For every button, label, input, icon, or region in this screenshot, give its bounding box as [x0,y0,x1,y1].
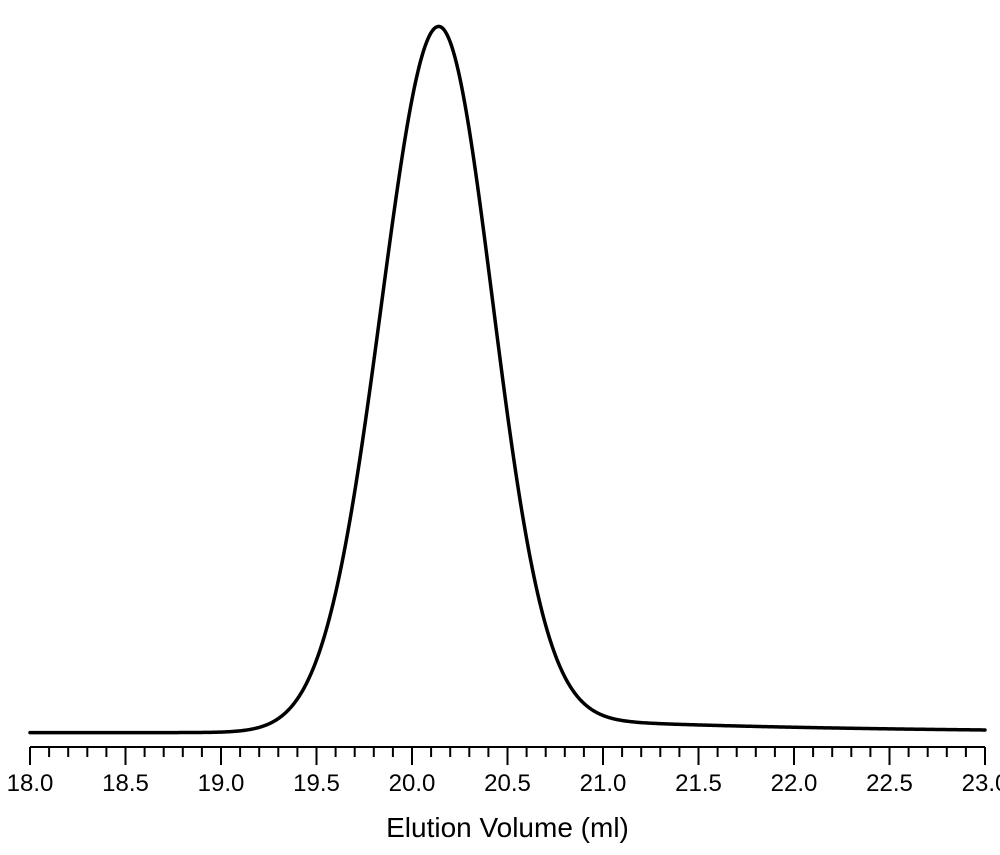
x-tick-label: 18.5 [102,770,149,797]
x-tick-label: 22.0 [771,770,818,797]
x-tick-label: 23.0 [962,770,1000,797]
x-tick-label: 20.5 [484,770,531,797]
x-tick-label: 22.5 [866,770,913,797]
x-tick-label: 21.5 [675,770,722,797]
elution-chart: 18.0 18.5 19.0 19.5 20.0 20.5 21.0 21.5 22.0 22.5… [0,0,1000,855]
x-tick-label: 19.0 [198,770,245,797]
x-tick-label: 18.0 [7,770,54,797]
chart-svg: 18.0 18.5 19.0 19.5 20.0 20.5 21.0 21.5 22.0 22.5… [0,0,1000,855]
x-tick-label: 21.0 [580,770,627,797]
x-tick-label: 20.0 [389,770,436,797]
x-axis-label: Elution Volume (ml) [386,812,629,843]
x-tick-label: 19.5 [293,770,340,797]
